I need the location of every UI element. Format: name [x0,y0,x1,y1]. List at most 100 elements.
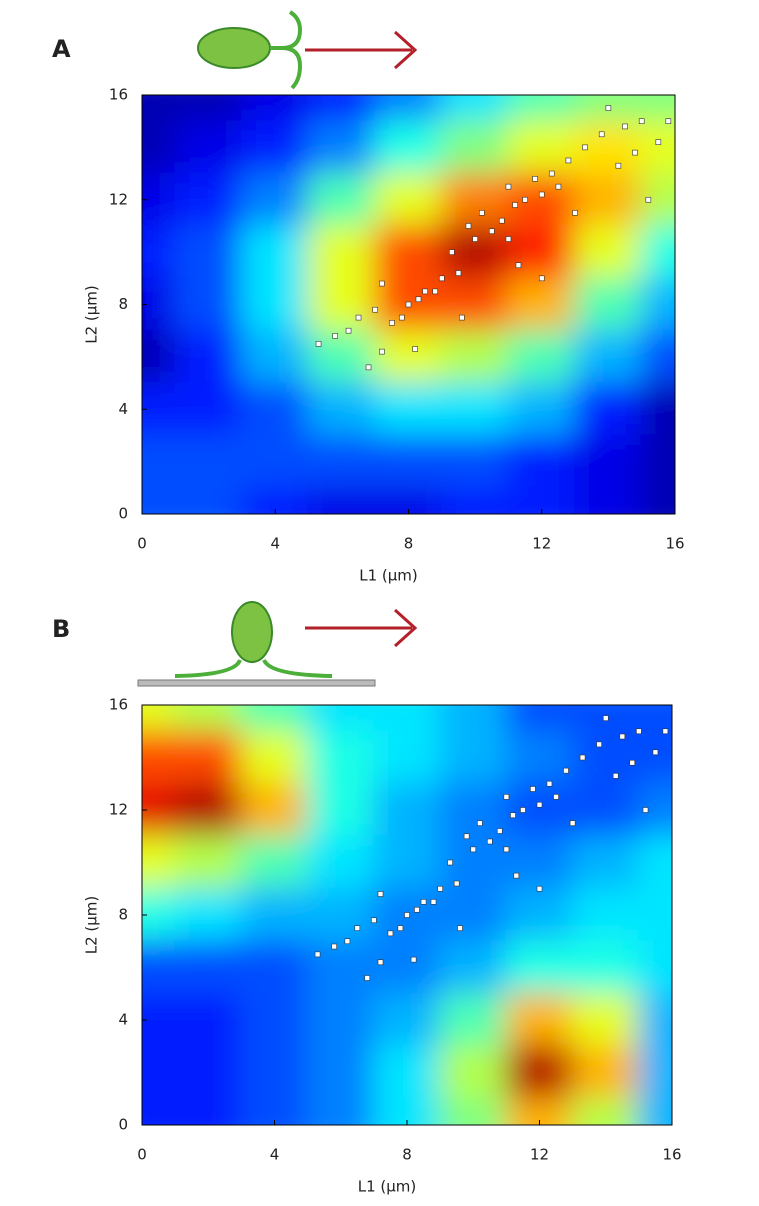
density-cell [640,120,675,175]
density-cell [507,172,577,227]
density-cell [574,434,643,489]
data-point [520,807,526,813]
density-cell [240,172,310,227]
density-cell [374,95,443,123]
data-point [410,956,417,963]
density-cell [505,887,574,943]
density-cell [507,95,577,123]
density-cell [507,382,577,437]
density-cell [142,382,177,437]
density-cell [142,887,177,943]
density-cell [372,940,442,995]
density-cell [174,277,243,332]
data-point [397,925,404,931]
heatmap-clip [142,705,672,1125]
x-tick-label: 16 [662,1146,681,1164]
density-cell [307,224,377,280]
data-point [470,846,477,853]
density-cell [306,1045,375,1100]
density-cell [240,835,309,890]
density-cell [439,782,508,838]
density-cell [307,434,377,489]
density-cell [637,992,672,1048]
density-cell [174,224,243,280]
data-point [399,314,405,321]
density-cell [174,172,243,227]
data-point [414,906,420,913]
density-cell [505,705,574,733]
data-point [412,346,418,352]
data-point [447,859,453,866]
density-cell [142,486,177,514]
density-cell [142,992,177,1048]
data-point [642,807,649,813]
density-cell [507,434,577,489]
y-tick-label: 8 [118,906,128,924]
density-cell [571,992,640,1048]
data-point [530,786,536,792]
density-cell [142,1045,177,1100]
density-cell [372,992,442,1048]
data-point [612,773,619,779]
y-tick-label: 4 [118,400,128,418]
density-cell [574,382,643,437]
data-point [415,296,422,303]
density-cell [240,382,310,437]
density-cell [307,120,377,175]
x-tick-label: 12 [532,535,551,553]
density-cell [571,835,640,890]
data-point [538,275,545,282]
density-cell [571,940,640,995]
density-cell [306,887,375,943]
density-cell [440,95,510,123]
density-cell [142,1097,177,1125]
data-point [548,170,555,177]
data-point [498,217,505,224]
density-cell [142,172,177,227]
density-cell [440,382,510,437]
density-cell [307,172,377,227]
heatmap-clip [142,95,675,514]
data-point [404,912,410,918]
density-cell [507,277,577,332]
data-point [365,364,372,371]
y-tick-label: 4 [118,1011,128,1029]
density-cell [637,705,672,733]
data-point [532,176,538,182]
density-cell [637,835,672,890]
density-cell [174,730,243,785]
density-cell [439,992,508,1048]
density-cell [142,835,177,890]
data-point [331,943,337,950]
density-cell [174,835,243,890]
density-cell [240,434,310,489]
density-cell [142,329,177,385]
density-cell [142,434,177,489]
density-cell [372,1045,442,1100]
density-cell [372,782,442,838]
data-point [314,951,321,958]
swimming-cell-icon [197,10,418,90]
data-point [439,275,445,282]
y-tick-label: 16 [109,86,128,104]
data-point [536,885,543,892]
density-cell [240,705,309,733]
density-cell [571,887,640,943]
density-cell [374,382,443,437]
data-point [655,139,662,145]
data-point [638,118,645,124]
density-cell [174,382,243,437]
density-cell [374,224,443,280]
density-cell [306,705,375,733]
data-point [465,223,472,229]
density-cell [307,382,377,437]
density-cell [372,705,442,733]
density-cell [571,1097,640,1125]
data-point [553,794,559,800]
data-point [572,210,578,216]
data-point [420,899,427,905]
data-point [457,925,463,931]
density-cell [174,486,243,514]
density-cell [174,120,243,175]
density-cell [240,1045,309,1100]
